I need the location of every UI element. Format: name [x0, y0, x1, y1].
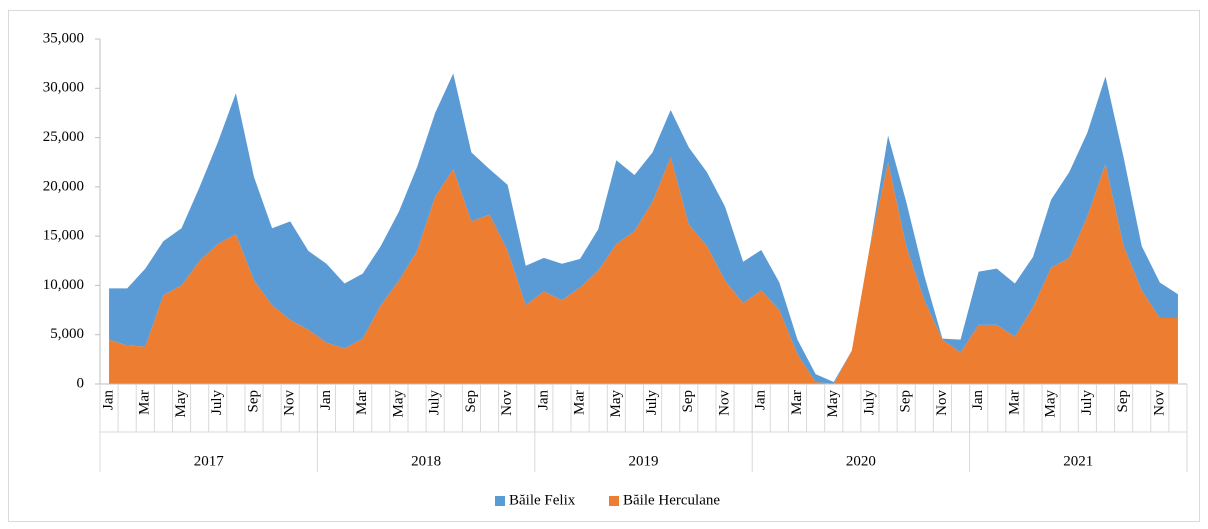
y-tick-label: 10,000 — [43, 277, 84, 293]
x-tick-label: Sep — [898, 390, 914, 413]
y-tick-label: 25,000 — [43, 129, 84, 145]
x-tick-label: Mar — [572, 390, 588, 415]
year-label: 2017 — [194, 453, 225, 469]
x-tick-label: Sep — [463, 390, 479, 413]
y-tick-label: 35,000 — [43, 30, 84, 46]
legend-swatch — [609, 496, 619, 506]
x-tick-label: Nov — [282, 390, 298, 416]
x-tick-label: Mar — [137, 390, 153, 415]
x-tick-label: Mar — [789, 390, 805, 415]
year-label: 2021 — [1063, 453, 1093, 469]
x-tick-label: Mar — [1006, 390, 1022, 415]
year-label: 2018 — [411, 453, 441, 469]
x-tick-label: Nov — [499, 390, 515, 416]
y-tick-label: 30,000 — [43, 80, 84, 96]
x-tick-label: July — [644, 390, 660, 416]
x-tick-label: Jan — [100, 390, 116, 410]
x-tick-label: Jan — [970, 390, 986, 410]
x-tick-label: Nov — [1151, 390, 1167, 416]
x-tick-label: May — [608, 390, 624, 418]
y-tick-label: 15,000 — [43, 228, 84, 244]
y-tick-label: 0 — [77, 375, 85, 391]
area — [109, 73, 1178, 384]
x-tick-label: Jan — [535, 390, 551, 410]
x-tick-label: May — [390, 390, 406, 418]
year-label: 2019 — [629, 453, 659, 469]
legend-label: Băile Felix — [509, 492, 576, 508]
legend-label: Băile Herculane — [623, 492, 720, 508]
x-tick-label: May — [825, 390, 841, 418]
x-tick-label: July — [209, 390, 225, 416]
x-tick-label: Sep — [1115, 390, 1131, 413]
area — [109, 157, 1178, 384]
x-tick-label: May — [173, 390, 189, 418]
x-tick-label: May — [1043, 390, 1059, 418]
year-label: 2020 — [846, 453, 876, 469]
x-tick-label: July — [861, 390, 877, 416]
x-tick-label: Jan — [753, 390, 769, 410]
y-tick-label: 20,000 — [43, 178, 84, 194]
x-tick-label: Nov — [934, 390, 950, 416]
y-tick-label: 5,000 — [50, 326, 84, 342]
x-tick-label: July — [427, 390, 443, 416]
x-tick-label: July — [1079, 390, 1095, 416]
legend-swatch — [495, 496, 505, 506]
x-tick-label: Mar — [354, 390, 370, 415]
x-tick-label: Sep — [245, 390, 261, 413]
x-tick-label: Sep — [680, 390, 696, 413]
x-tick-label: Nov — [716, 390, 732, 416]
x-tick-label: Jan — [318, 390, 334, 410]
